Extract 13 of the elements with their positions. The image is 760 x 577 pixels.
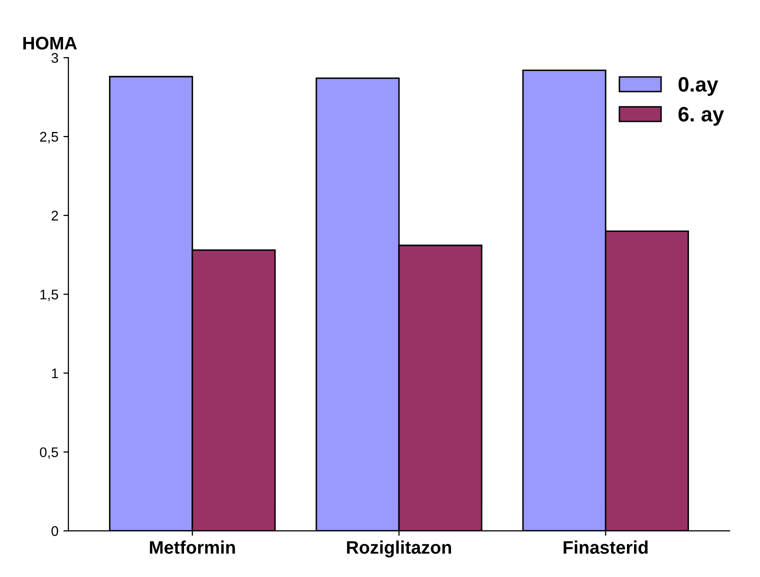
x-tick-label: Finasterid (564, 540, 648, 554)
y-tick-label: 2,5 (40, 132, 58, 144)
y-tick-label: 3 (51, 53, 58, 63)
y-tick-label: 0,5 (40, 447, 58, 459)
y-tick-label: 1,5 (40, 290, 58, 302)
y-tick-label: 2 (52, 210, 58, 220)
legend-label: 0.ay (678, 77, 718, 96)
x-tick-label: Roziglitazon (347, 540, 452, 558)
legend-label: 6. ay (678, 106, 724, 126)
y-tick-label: 1 (52, 368, 58, 378)
x-tick-label: Metformin (150, 540, 235, 554)
chart-title: HOMA (23, 36, 77, 50)
y-tick-label: 0 (51, 526, 58, 536)
